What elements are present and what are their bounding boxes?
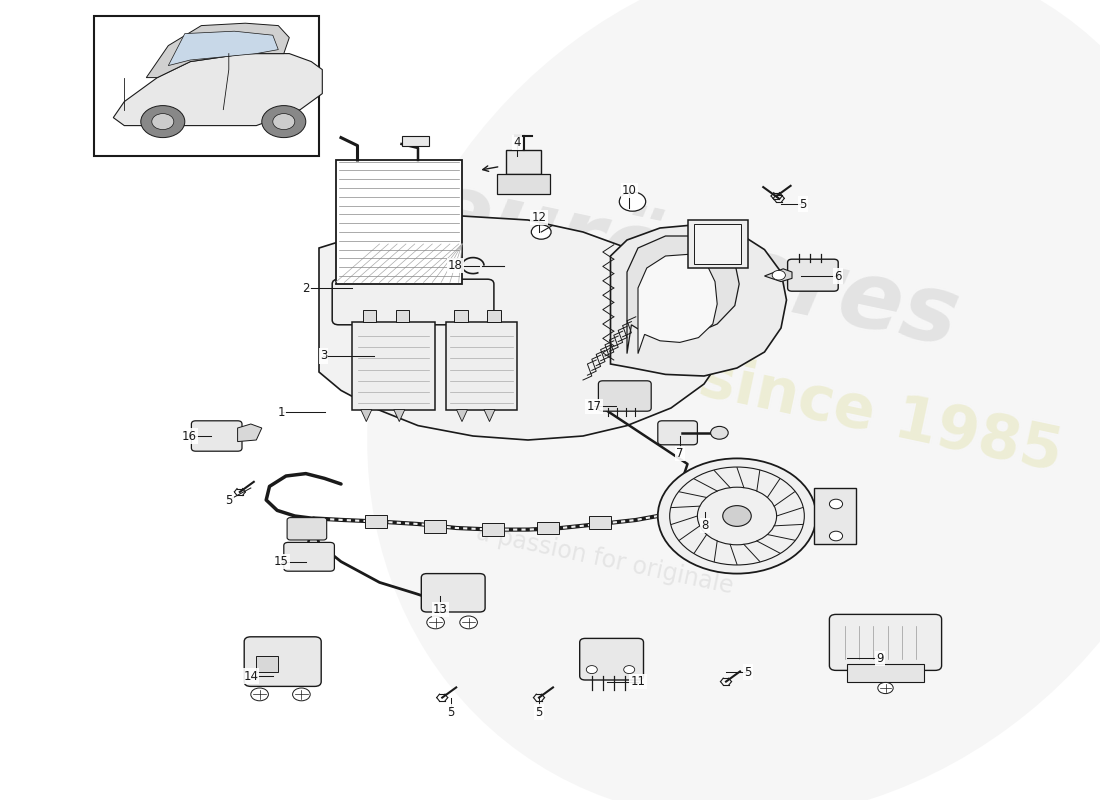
FancyBboxPatch shape: [580, 638, 644, 680]
Circle shape: [658, 458, 816, 574]
Polygon shape: [627, 236, 739, 354]
Circle shape: [531, 225, 551, 239]
Bar: [497, 174, 550, 194]
FancyBboxPatch shape: [788, 259, 838, 291]
Polygon shape: [146, 23, 289, 78]
FancyBboxPatch shape: [829, 614, 942, 670]
FancyBboxPatch shape: [287, 518, 327, 540]
Text: 10: 10: [621, 184, 637, 197]
Text: 15: 15: [274, 555, 289, 568]
Text: 6: 6: [835, 270, 842, 282]
Text: euröpares: euröpares: [418, 162, 968, 366]
Polygon shape: [638, 254, 717, 354]
FancyBboxPatch shape: [284, 542, 334, 571]
Bar: [336, 160, 462, 284]
Circle shape: [772, 270, 785, 280]
Circle shape: [141, 106, 185, 138]
Bar: [588, 516, 610, 529]
Text: 5: 5: [800, 198, 806, 210]
FancyBboxPatch shape: [421, 574, 485, 612]
Circle shape: [273, 114, 295, 130]
Text: 4: 4: [514, 136, 520, 149]
Text: 5: 5: [536, 706, 542, 718]
Ellipse shape: [367, 0, 1100, 800]
Text: 1: 1: [278, 406, 285, 418]
Circle shape: [152, 114, 174, 130]
Text: 3: 3: [320, 350, 327, 362]
Circle shape: [460, 616, 477, 629]
Text: 8: 8: [702, 519, 708, 532]
Bar: [402, 136, 429, 146]
Text: 16: 16: [182, 430, 197, 442]
Circle shape: [619, 192, 646, 211]
Bar: [446, 322, 517, 410]
Bar: [363, 310, 376, 322]
Text: 5: 5: [226, 494, 232, 506]
Bar: [537, 522, 559, 534]
Bar: [454, 310, 467, 322]
Bar: [256, 656, 278, 672]
Circle shape: [723, 506, 751, 526]
Text: 7: 7: [676, 447, 683, 460]
Polygon shape: [319, 216, 726, 440]
Bar: [814, 488, 856, 544]
FancyBboxPatch shape: [191, 421, 242, 451]
Circle shape: [624, 666, 635, 674]
Polygon shape: [238, 424, 262, 442]
Polygon shape: [764, 269, 792, 282]
Text: 9: 9: [877, 652, 883, 665]
Text: 14: 14: [243, 670, 258, 682]
Bar: [365, 515, 387, 528]
Bar: [352, 322, 434, 410]
Bar: [424, 520, 446, 533]
Text: 18: 18: [448, 259, 463, 272]
Circle shape: [262, 106, 306, 138]
Bar: [694, 224, 741, 264]
Text: 5: 5: [745, 666, 751, 678]
Bar: [506, 150, 541, 174]
FancyBboxPatch shape: [332, 279, 494, 325]
Text: 13: 13: [432, 603, 448, 616]
Polygon shape: [361, 410, 372, 422]
Bar: [847, 664, 924, 682]
Text: 2: 2: [302, 282, 309, 294]
Circle shape: [293, 688, 310, 701]
Polygon shape: [168, 31, 278, 66]
Circle shape: [829, 499, 843, 509]
Text: 17: 17: [586, 400, 602, 413]
Circle shape: [427, 616, 444, 629]
Bar: [487, 310, 500, 322]
FancyBboxPatch shape: [244, 637, 321, 686]
Circle shape: [251, 688, 268, 701]
Circle shape: [829, 531, 843, 541]
Polygon shape: [456, 410, 468, 422]
Polygon shape: [113, 54, 322, 126]
Text: a passion for originale: a passion for originale: [474, 521, 736, 599]
Bar: [94, 16, 319, 156]
Text: 5: 5: [448, 706, 454, 718]
Circle shape: [711, 426, 728, 439]
Text: 11: 11: [630, 675, 646, 688]
FancyBboxPatch shape: [658, 421, 697, 445]
Circle shape: [878, 682, 893, 694]
FancyBboxPatch shape: [598, 381, 651, 411]
Polygon shape: [610, 224, 786, 376]
Text: since 1985: since 1985: [693, 349, 1067, 483]
Bar: [396, 310, 409, 322]
Circle shape: [586, 666, 597, 674]
Text: 12: 12: [531, 211, 547, 224]
Polygon shape: [484, 410, 495, 422]
Bar: [688, 220, 748, 268]
Bar: [482, 523, 504, 536]
Polygon shape: [394, 410, 405, 422]
